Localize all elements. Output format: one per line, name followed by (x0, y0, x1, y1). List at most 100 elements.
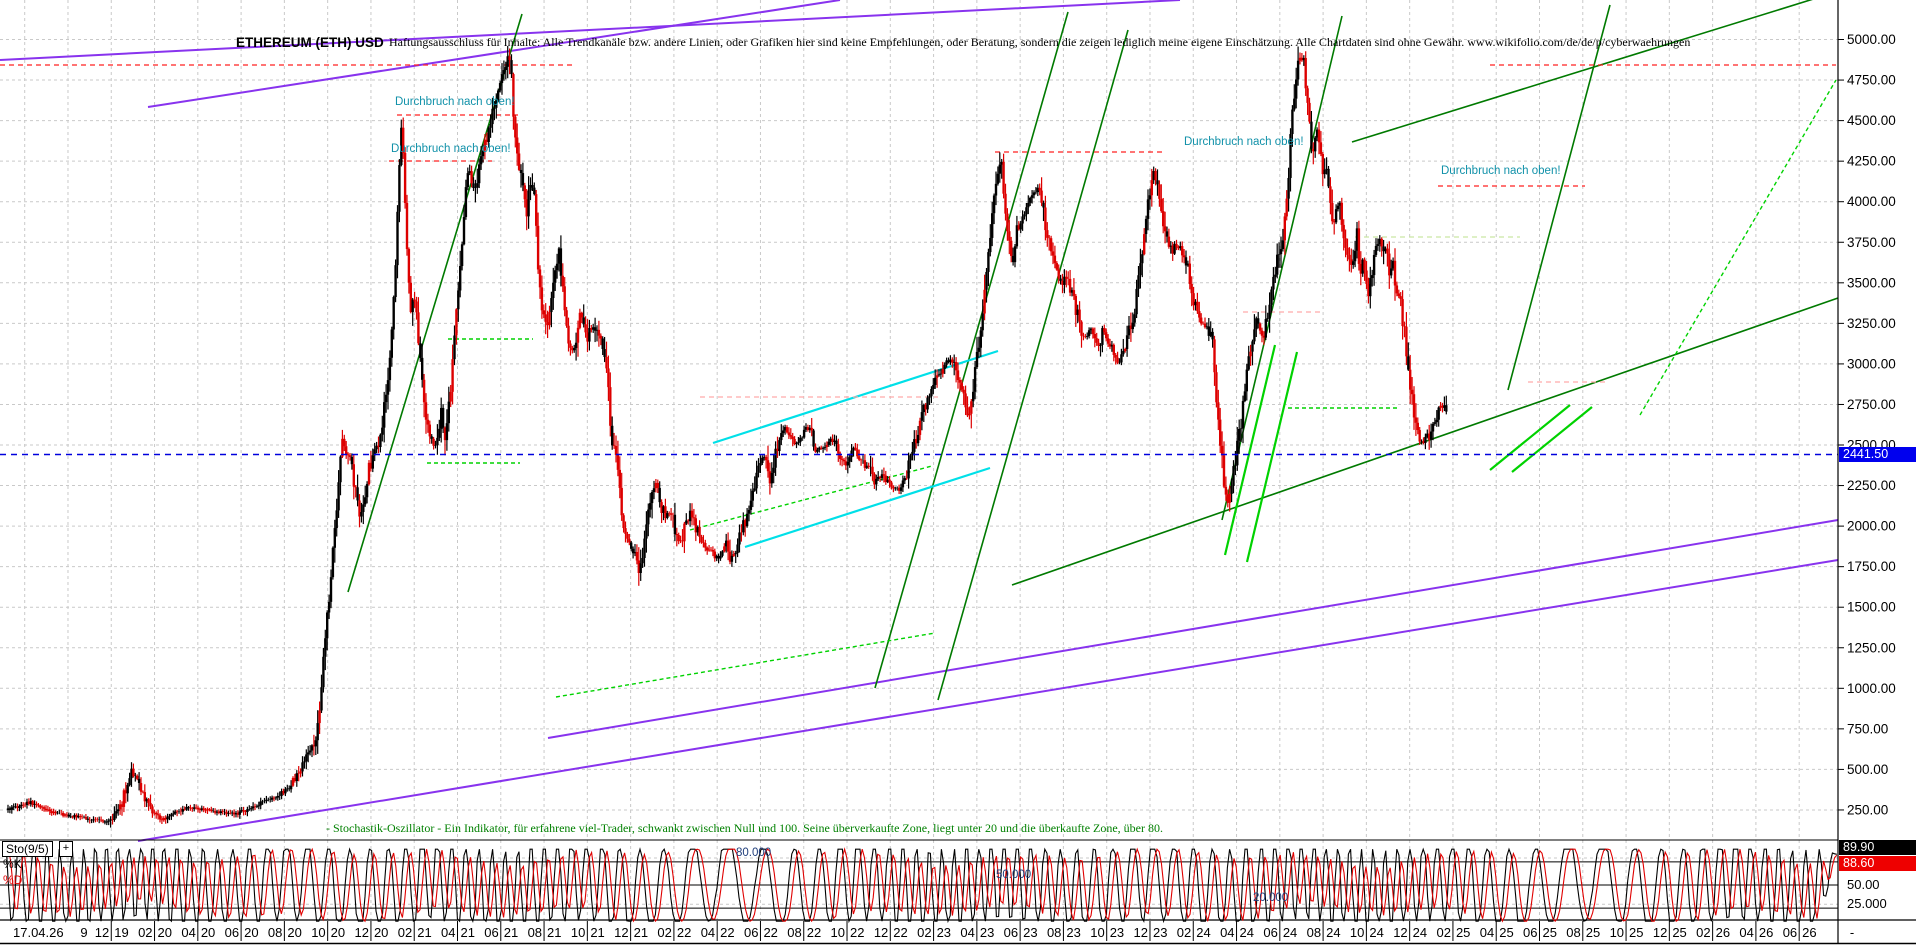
price-tick-label: 4500.00 (1847, 113, 1896, 128)
x-axis-month-label: 10 (1090, 925, 1104, 940)
x-axis-year-label: 23 (1066, 925, 1080, 940)
x-axis-start-date: 17.04.26 (13, 925, 64, 940)
x-axis-year-label: 20 (331, 925, 345, 940)
price-tick-label: 2000.00 (1847, 519, 1896, 534)
price-tick-label: 1750.00 (1847, 559, 1896, 574)
x-axis-month-label: 06 (484, 925, 498, 940)
stochastic-curves (2, 847, 1838, 924)
x-axis-year-label: 22 (677, 925, 691, 940)
k-line-label: %K (3, 857, 22, 871)
x-axis-year-label: 22 (893, 925, 907, 940)
x-axis-month-label: 02 (1696, 925, 1710, 940)
chart-title: ETHEREUM (ETH) USD (236, 35, 384, 50)
x-axis-year-label: 24 (1369, 925, 1383, 940)
x-axis-year-label: 20 (244, 925, 258, 940)
x-axis-month-label: 08 (1566, 925, 1580, 940)
x-axis-month-label: 08 (528, 925, 542, 940)
price-tick-label: 250.00 (1847, 802, 1888, 817)
breakout-annotation-3: Durchbruch nach oben! (1184, 136, 1304, 148)
x-axis-month-label: 02 (398, 925, 412, 940)
x-axis-month-label: 12 (95, 925, 109, 940)
x-axis-year-label: 24 (1413, 925, 1427, 940)
x-axis-year-label: 22 (850, 925, 864, 940)
x-axis-month-label: 12 (1134, 925, 1148, 940)
stochastic-note: - Stochastik-Oszillator - Ein Indikator,… (326, 821, 1163, 835)
stoch-axis-label-25: 25.000 (1847, 896, 1887, 911)
x-axis-month-label: 12 (614, 925, 628, 940)
x-axis-end-label: - (1850, 925, 1854, 940)
x-axis-year-label: 25 (1543, 925, 1557, 940)
x-axis-year-label: 21 (504, 925, 518, 940)
x-axis-month-label: 12 (874, 925, 888, 940)
x-axis-month-label: 04 (1220, 925, 1234, 940)
x-axis-month-label: 08 (787, 925, 801, 940)
x-axis-month-label: 10 (311, 925, 325, 940)
breakout-annotation-1: Durchbruch nach oben! (395, 96, 515, 108)
trendlines (0, 0, 1839, 842)
x-axis-month-label: 06 (1263, 925, 1277, 940)
x-axis-year-label: 22 (763, 925, 777, 940)
price-tick-label: 2750.00 (1847, 397, 1896, 412)
x-axis-year-label: 20 (158, 925, 172, 940)
breakout-annotation-2: Durchbruch nach oben! (391, 143, 511, 155)
candlestick-series (6, 46, 1448, 828)
breakout-annotation-4: Durchbruch nach oben! (1441, 165, 1561, 177)
x-axis-year-label: 23 (937, 925, 951, 940)
x-axis-year-label: 26 (1759, 925, 1773, 940)
x-axis-month-label: 04 (441, 925, 455, 940)
x-axis: 17.04.26 9 12 19 02 20 04 20 06 20 08 20 10 20 12 20 02 2… (13, 921, 1854, 941)
x-axis-month-label: 10 (1610, 925, 1624, 940)
x-axis-year-label: 24 (1326, 925, 1340, 940)
x-axis-year-label: 21 (461, 925, 475, 940)
price-tick-label: 500.00 (1847, 762, 1888, 777)
x-axis-month-label: 06 (1004, 925, 1018, 940)
d-line-label: %D (3, 873, 23, 887)
x-axis-month-label: 10 (571, 925, 585, 940)
x-axis-month-label: 06 (225, 925, 239, 940)
x-axis-year-label: 23 (980, 925, 994, 940)
x-axis-year-label: 21 (547, 925, 561, 940)
stoch-k-curve (2, 847, 1837, 924)
price-tick-label: 1250.00 (1847, 640, 1896, 655)
x-axis-month-label: 04 (1739, 925, 1753, 940)
x-axis-month-label: 02 (917, 925, 931, 940)
x-axis-month-label: 02 (138, 925, 152, 940)
level-label-20: 20.000 (1253, 892, 1289, 904)
x-axis-month-label: 04 (701, 925, 715, 940)
x-axis-year-label: 20 (201, 925, 215, 940)
price-tick-label: 1000.00 (1847, 681, 1896, 696)
x-axis-month-label: 08 (1307, 925, 1321, 940)
x-axis-year-label: 26 (1802, 925, 1816, 940)
stoch-d-value-badge: 88.60 (1839, 856, 1916, 871)
add-indicator-button[interactable]: + (59, 841, 73, 857)
x-axis-month-label: 08 (268, 925, 282, 940)
x-axis-month-label: 02 (657, 925, 671, 940)
x-axis-month-label: 06 (1783, 925, 1797, 940)
x-axis-year-label: 24 (1283, 925, 1297, 940)
stoch-axis-label-50: 50.00 (1847, 877, 1880, 892)
x-axis-year-label: 19 (114, 925, 128, 940)
grid (0, 0, 1838, 920)
x-axis-year-label: 21 (417, 925, 431, 940)
price-tick-label: 5000.00 (1847, 32, 1896, 47)
x-axis-month-label: 04 (960, 925, 974, 940)
x-axis-month-label: 12 (1653, 925, 1667, 940)
x-axis-year-label: 25 (1456, 925, 1470, 940)
x-axis-year-label: 22 (807, 925, 821, 940)
x-axis-year-label: 25 (1499, 925, 1513, 940)
x-axis-month-label: 02 (1436, 925, 1450, 940)
price-tick-label: 3500.00 (1847, 275, 1896, 290)
x-axis-year-label: 24 (1240, 925, 1254, 940)
x-axis-year-label: 20 (287, 925, 301, 940)
stoch-k-value-badge: 89.90 (1839, 840, 1916, 855)
x-axis-month-label: 06 (1523, 925, 1537, 940)
x-axis-year-label: 26 (1716, 925, 1730, 940)
stochastic-indicator-box[interactable]: Sto(9/5) (2, 841, 53, 857)
x-axis-year-label: 24 (1196, 925, 1210, 940)
x-axis-month-label: 10 (831, 925, 845, 940)
price-tick-label: 750.00 (1847, 721, 1888, 736)
x-axis-month-label: 10 (1350, 925, 1364, 940)
price-tick-label: 3000.00 (1847, 356, 1896, 371)
current-price-badge: 2441.50 (1839, 447, 1916, 462)
